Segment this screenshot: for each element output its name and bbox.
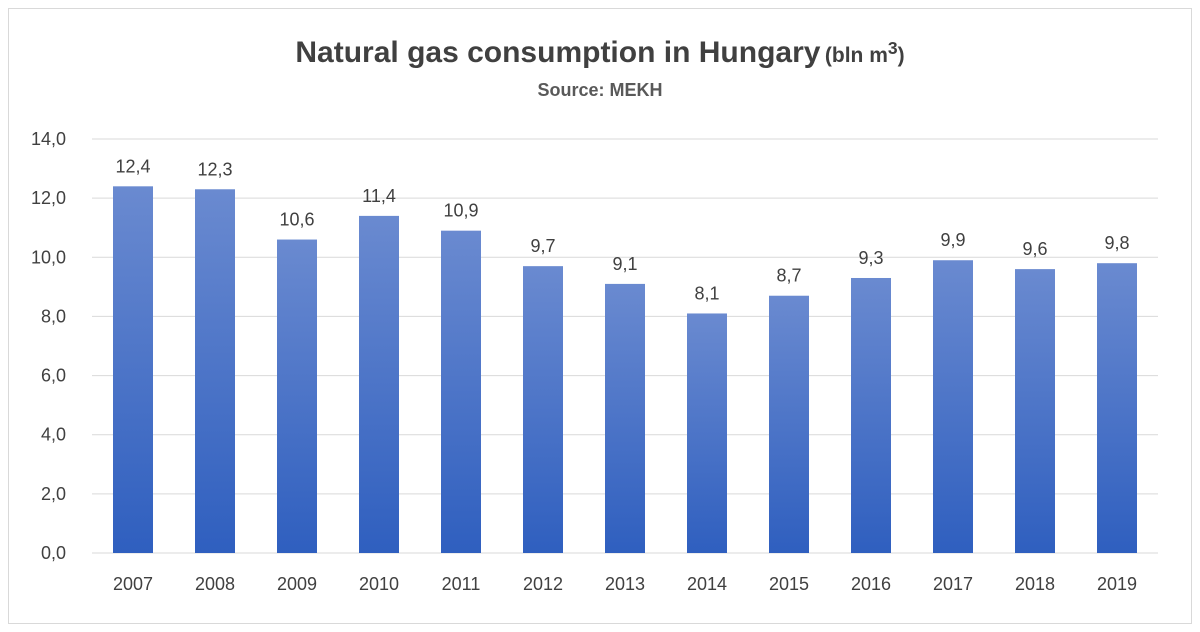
data-label: 9,7 bbox=[530, 236, 555, 256]
chart-title-unit-close: ) bbox=[897, 44, 905, 67]
x-tick-label: 2011 bbox=[442, 574, 481, 594]
data-label: 9,3 bbox=[858, 248, 883, 268]
chart-title-main: Natural gas consumption in Hungary bbox=[295, 36, 821, 69]
x-tick-label: 2018 bbox=[1015, 574, 1055, 594]
bar bbox=[113, 186, 153, 554]
y-tick-label: 4,0 bbox=[41, 425, 66, 445]
data-label: 12,4 bbox=[115, 156, 150, 176]
data-label: 11,4 bbox=[362, 186, 396, 206]
bar bbox=[933, 260, 973, 553]
chart-title-unit: (bln m3) bbox=[824, 38, 905, 67]
bar bbox=[523, 266, 563, 553]
y-tick-label: 0,0 bbox=[41, 543, 66, 563]
bar bbox=[359, 215, 399, 553]
data-labels: 12,4 12,3 10,6 11,4 10,9 9,7 9,1 8,1 8,7 9,3 9,9 9,… bbox=[115, 156, 1129, 303]
x-tick-label: 2009 bbox=[277, 574, 317, 594]
x-axis-tick-labels: 2007 2008 2009 2010 2011 2012 2013 2014 2015 2016… bbox=[113, 574, 1137, 594]
bar bbox=[441, 230, 481, 553]
bar bbox=[277, 239, 317, 554]
data-label: 8,1 bbox=[694, 283, 719, 303]
x-tick-label: 2015 bbox=[769, 574, 809, 594]
data-label: 9,9 bbox=[940, 230, 965, 250]
x-tick-label: 2019 bbox=[1097, 574, 1137, 594]
x-tick-label: 2010 bbox=[359, 574, 399, 594]
x-tick-label: 2016 bbox=[851, 574, 891, 594]
data-label: 9,6 bbox=[1022, 239, 1047, 259]
bar bbox=[851, 277, 891, 553]
bar bbox=[195, 189, 235, 553]
x-tick-label: 2017 bbox=[933, 574, 973, 594]
chart-title-unit-sup: 3 bbox=[887, 38, 898, 58]
x-tick-label: 2013 bbox=[605, 574, 645, 594]
x-tick-label: 2012 bbox=[523, 574, 563, 594]
bar bbox=[605, 283, 645, 553]
bar bbox=[1015, 269, 1055, 553]
chart-subtitle: Source: MEKH bbox=[537, 80, 663, 100]
data-label: 10,9 bbox=[443, 201, 478, 221]
bars bbox=[113, 186, 1137, 554]
data-label: 10,6 bbox=[279, 210, 314, 230]
y-tick-label: 8,0 bbox=[41, 306, 66, 326]
data-label: 12,3 bbox=[197, 159, 232, 179]
chart-title-unit-base: (bln m bbox=[824, 44, 888, 67]
data-label: 9,8 bbox=[1104, 233, 1129, 253]
data-label: 8,7 bbox=[776, 266, 801, 286]
y-tick-label: 6,0 bbox=[41, 366, 66, 386]
x-tick-label: 2007 bbox=[113, 574, 153, 594]
bar bbox=[687, 313, 727, 553]
x-tick-label: 2014 bbox=[687, 574, 727, 594]
bar bbox=[769, 295, 809, 553]
y-axis-tick-labels: 0,0 2,0 4,0 6,0 8,0 10,0 12,0 14,0 bbox=[31, 129, 66, 563]
y-tick-label: 10,0 bbox=[31, 247, 66, 267]
y-tick-label: 2,0 bbox=[41, 484, 66, 504]
y-tick-label: 14,0 bbox=[31, 129, 66, 149]
bar bbox=[1097, 263, 1137, 553]
x-tick-label: 2008 bbox=[195, 574, 235, 594]
y-tick-label: 12,0 bbox=[31, 188, 66, 208]
chart-title: Natural gas consumption in Hungary (bln … bbox=[0, 36, 1200, 70]
data-label: 9,1 bbox=[612, 254, 637, 274]
